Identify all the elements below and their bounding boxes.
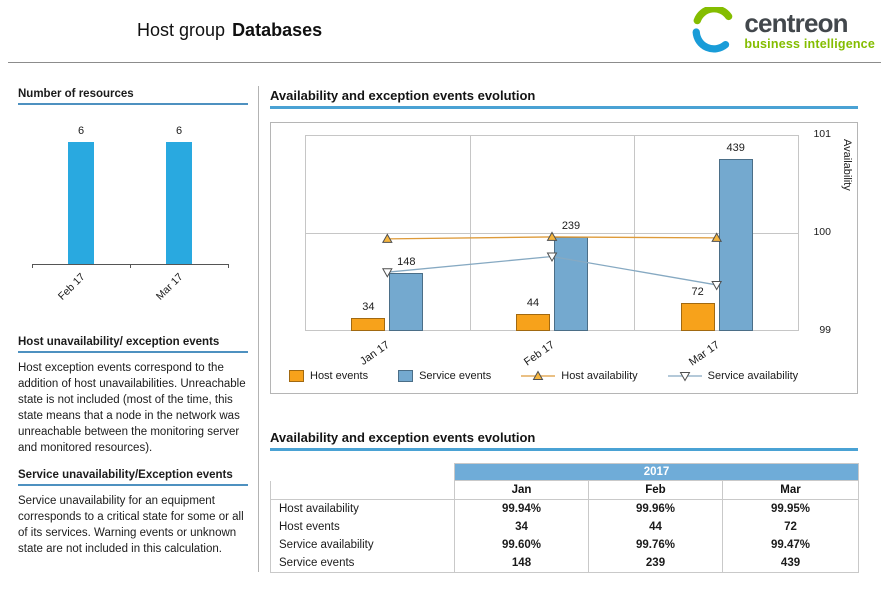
table-corner: [271, 464, 455, 481]
legend-swatch-service-events: [398, 370, 414, 382]
chart-bar-service-events: [554, 237, 588, 331]
table-row: Host availability 99.94% 99.96% 99.95%: [270, 499, 860, 518]
table-cell-value: 99.76%: [588, 536, 723, 554]
logo-text: centreon business intelligence: [744, 10, 875, 51]
legend-line-host-availability: [521, 370, 556, 380]
right-axis-tick-label: 101: [813, 128, 831, 140]
chart-bar-host-events: [680, 302, 715, 331]
legend-item: Service availability: [667, 370, 799, 382]
resources-bar-chart: 6 Feb 17 6 Mar 17: [18, 112, 248, 308]
table-cell-value: 148: [454, 554, 589, 573]
x-axis-label: Mar 17: [153, 271, 186, 303]
axis-tick: [32, 264, 33, 268]
page-title-name: Databases: [232, 20, 323, 40]
legend-item: Host availability: [521, 370, 638, 382]
table-month-header: Feb: [588, 480, 723, 500]
table-cell-value: 439: [721, 554, 860, 573]
availability-chart: 101 100 99 34 44 72 148 239 439 Jan 17 Feb 17 Mar 1…: [270, 122, 858, 394]
chart-bar-service-events: [718, 158, 753, 331]
marker-host-availability: [381, 233, 393, 243]
table-cell-value: 99.60%: [454, 536, 589, 554]
right-axis-title: Availability: [841, 139, 853, 191]
bar-value-label: 34: [362, 300, 375, 313]
host-events-heading: Host unavailability/ exception events: [18, 336, 248, 353]
right-axis-tick-label: 99: [819, 324, 831, 336]
resource-bar-value: 6: [77, 125, 85, 137]
legend-item: Service events: [398, 370, 491, 382]
resource-bar: [166, 142, 192, 264]
header-divider: [8, 62, 881, 63]
table-row-label: Host events: [270, 518, 455, 536]
line-series-layer: [381, 231, 723, 291]
main-content: Availability and exception events evolut…: [270, 88, 860, 573]
chart-legend: Host events Service events Host availabili…: [289, 370, 849, 382]
sidebar: Number of resources 6 Feb 17 6 Mar 17 Host …: [18, 88, 248, 569]
bar-value-label: 72: [691, 285, 704, 298]
service-events-heading: Service unavailability/Exception events: [18, 469, 248, 486]
host-events-description: Host exception events correspond to the …: [18, 362, 246, 455]
page-title: Host group Databases: [137, 20, 322, 41]
table-month-header: Mar: [721, 480, 860, 500]
centreon-logo: centreon business intelligence: [691, 7, 875, 53]
marker-service-availability: [711, 280, 723, 291]
table-cell-value: 72: [721, 518, 860, 536]
marker-service-availability: [546, 252, 558, 263]
page-title-prefix: Host group: [137, 20, 226, 40]
marker-service-availability: [381, 268, 393, 278]
chart-bar-host-events: [351, 317, 386, 331]
legend-label-host-events: Host events: [310, 370, 369, 382]
chart-bar-host-events: [516, 313, 550, 331]
marker-host-availability: [546, 231, 558, 241]
table-cell-value: 34: [454, 518, 589, 536]
availability-table: 2017 Jan Feb Mar Host availability 99.94% 99.9…: [270, 463, 860, 573]
legend-label-service-events: Service events: [419, 370, 492, 382]
service-events-description: Service unavailability for an equipment …: [18, 494, 244, 555]
table-row: Host events 34 44 72: [270, 518, 860, 536]
legend-label-host-availability: Host availability: [561, 370, 638, 382]
legend-label-service-availability: Service availability: [707, 370, 799, 382]
table-cell-value: 99.96%: [588, 499, 723, 518]
centreon-logo-icon: [692, 7, 733, 53]
table-month-header: Jan: [454, 480, 589, 500]
table-row: Service events 148 239 439: [270, 554, 860, 573]
table-section-heading: Availability and exception events evolut…: [270, 430, 858, 451]
resource-bar-value: 6: [175, 125, 183, 137]
column-divider: [258, 86, 259, 572]
table-cell-value: 99.94%: [454, 499, 589, 518]
x-axis-label: Feb 17: [55, 271, 88, 303]
right-axis-tick-label: 100: [813, 226, 831, 238]
legend-swatch-host-events: [289, 370, 304, 382]
chart-section-heading: Availability and exception events evolut…: [270, 88, 858, 109]
bar-value-label: 239: [561, 220, 581, 233]
axis-tick: [130, 264, 131, 268]
resources-heading: Number of resources: [18, 88, 248, 105]
table-row-label: Host availability: [270, 499, 455, 518]
table-cell-value: 99.47%: [721, 536, 860, 554]
bar-value-label: 439: [726, 141, 745, 154]
chart-bar-service-events: [389, 272, 424, 331]
table-row-label: Service events: [270, 554, 455, 573]
resource-bar: [68, 142, 94, 264]
table-cell-value: 99.95%: [721, 499, 860, 518]
bar-value-label: 148: [397, 255, 416, 268]
table-year-header: 2017: [453, 463, 860, 481]
logo-brand-text: centreon: [744, 7, 848, 38]
bar-value-label: 44: [526, 296, 540, 309]
legend-line-service-availability: [667, 372, 702, 382]
marker-host-availability: [711, 232, 723, 242]
table-cell-value: 239: [588, 554, 723, 573]
table-row: Service availability 99.60% 99.76% 99.47%: [270, 536, 860, 554]
axis-tick: [228, 264, 229, 268]
legend-item: Host events: [289, 370, 368, 382]
table-row-label: Service availability: [270, 536, 455, 554]
logo-tagline-text: business intelligence: [744, 36, 875, 51]
table-label-column-header: [270, 480, 455, 500]
table-cell-value: 44: [588, 518, 723, 536]
